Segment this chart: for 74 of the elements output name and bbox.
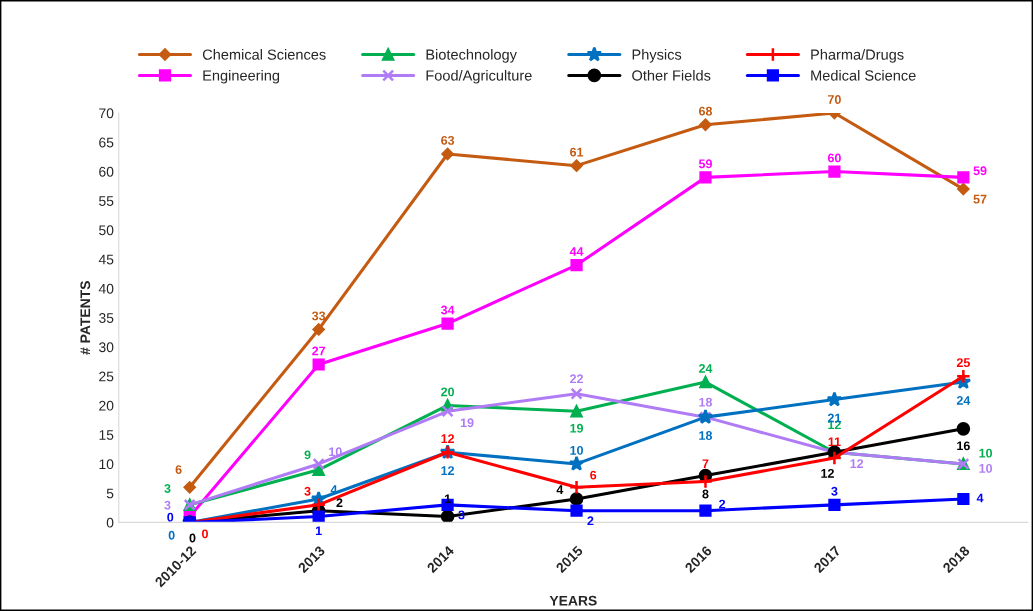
legend-label: Engineering	[203, 69, 280, 84]
legend-label: Biotechnology	[426, 49, 517, 63]
data-label: 3	[304, 486, 311, 496]
data-label: 18	[699, 397, 713, 407]
data-label: 2	[719, 499, 726, 509]
data-label: 12	[821, 468, 834, 478]
data-label: 12	[850, 459, 864, 468]
data-label: 12	[441, 466, 455, 475]
y-tick-label: 10	[99, 459, 114, 470]
x-axis-title: YEARS	[549, 595, 597, 606]
y-tick-label: 60	[99, 166, 114, 177]
data-label: 12	[441, 434, 455, 443]
data-label: 2	[336, 498, 343, 507]
y-tick-label: 15	[99, 430, 114, 440]
data-label: 4	[976, 493, 984, 503]
y-tick-label: 50	[99, 225, 114, 236]
y-tick-label: 20	[99, 400, 114, 411]
y-tick-label: 55	[99, 196, 114, 206]
data-label: 33	[311, 311, 326, 321]
legend-label: Food/Agriculture	[426, 69, 532, 84]
y-tick-label: 45	[98, 254, 114, 265]
data-label: 25	[956, 358, 970, 368]
data-label: 2	[587, 516, 594, 526]
data-label: 3	[164, 484, 171, 493]
data-label: 19	[570, 423, 584, 433]
data-label: 20	[441, 387, 455, 397]
y-tick-label: 5	[106, 488, 114, 499]
data-label: 0	[202, 529, 208, 539]
data-label: 3	[831, 486, 838, 496]
data-label: 24	[698, 364, 713, 373]
legend-label: Pharma/Drugs	[811, 49, 904, 63]
data-label: 63	[441, 135, 455, 145]
data-label: 57	[973, 194, 987, 204]
data-label: 10	[979, 463, 993, 473]
data-label: 0	[167, 512, 174, 522]
data-label: 59	[973, 166, 987, 176]
data-label: 9	[304, 450, 311, 460]
legend-label: Medical Science	[811, 69, 916, 81]
legend-label: Chemical Sciences	[202, 49, 326, 60]
data-label: 6	[175, 465, 182, 474]
data-label: 0	[189, 533, 196, 543]
y-tick-label: 65	[99, 137, 114, 148]
data-label: 10	[979, 448, 993, 458]
data-label: 60	[827, 153, 841, 163]
data-label: 44	[569, 247, 584, 256]
data-label: 70	[828, 95, 841, 104]
y-tick-label: 70	[99, 108, 114, 119]
data-label: 18	[699, 431, 713, 440]
data-label: 68	[698, 106, 713, 116]
data-label: 1	[315, 526, 322, 536]
y-tick-label: 35	[99, 313, 114, 323]
y-axis-title: # PATENTS	[80, 281, 91, 355]
legend-label: Other Fields	[632, 69, 711, 81]
data-label: 11	[828, 437, 841, 447]
data-label: 4	[556, 485, 564, 494]
y-tick-label: 40	[98, 283, 114, 294]
data-label: 7	[702, 459, 709, 469]
data-label: 27	[312, 346, 326, 356]
data-label: 22	[570, 374, 583, 384]
data-label: 10	[570, 445, 583, 455]
y-tick-label: 30	[99, 342, 114, 353]
data-label: 8	[702, 489, 709, 499]
data-label: 16	[957, 441, 970, 451]
data-label: 34	[440, 305, 455, 315]
data-label: 6	[590, 470, 597, 480]
data-label: 24	[956, 396, 971, 405]
y-tick-label: 0	[106, 517, 114, 528]
y-tick-label: 25	[99, 371, 114, 382]
data-label: 0	[168, 530, 175, 540]
data-label: 59	[698, 159, 712, 169]
legend-label: Physics	[632, 49, 682, 63]
data-label: 61	[570, 147, 584, 157]
data-label: 3	[164, 500, 171, 510]
data-label: 19	[460, 418, 474, 428]
